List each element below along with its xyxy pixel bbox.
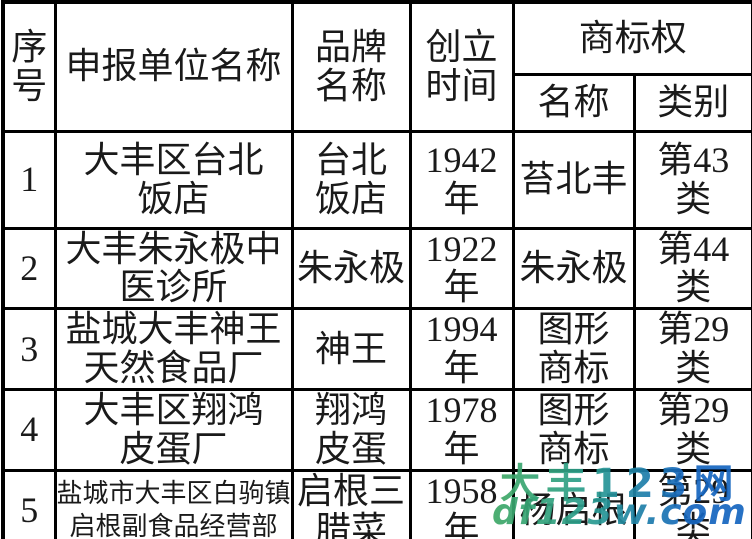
cell-trademark-name: 杨启根 (511, 468, 636, 539)
cell-company: 盐城大丰神王 天然食品厂 (53, 307, 294, 391)
cell-serial: 1 (1, 129, 57, 230)
cell-brand: 神王 (290, 307, 412, 391)
cell-trademark-name: 图形 商标 (511, 307, 636, 391)
table-row: 1 大丰区台北 饭店 台北 饭店 1942 年 苔北丰 第43 类 (1, 129, 752, 230)
cell-trademark-name: 朱永极 (511, 226, 636, 311)
header-trademark: 商标权 (511, 0, 752, 76)
cell-trademark-class: 第29 类 (632, 468, 752, 539)
header-founded: 创立 时间 (408, 0, 515, 133)
cell-founded: 1958 年 (408, 468, 515, 539)
cell-company: 大丰朱永极中 医诊所 (53, 226, 294, 311)
cell-trademark-class: 第29 类 (632, 307, 752, 391)
table-row: 5 盐城市大丰区白驹镇 启根副食品经营部 启根三 腊菜 1958 年 杨启根 第… (1, 468, 752, 539)
cell-serial: 5 (1, 468, 57, 539)
cell-company: 大丰区翔鸿 皮蛋厂 (53, 388, 294, 472)
cell-brand: 翔鸿 皮蛋 (290, 388, 412, 472)
cell-founded: 1994 年 (408, 307, 515, 391)
cell-serial: 3 (1, 307, 57, 391)
cell-trademark-class: 第43 类 (632, 129, 752, 230)
cell-company: 大丰区台北 饭店 (53, 129, 294, 230)
header-row-sub: 名称 类别 (3, 72, 752, 133)
cell-brand: 朱永极 (290, 226, 412, 311)
cell-company: 盐城市大丰区白驹镇 启根副食品经营部 (53, 468, 294, 539)
cell-trademark-name: 苔北丰 (511, 129, 636, 230)
cell-founded: 1978 年 (408, 388, 515, 472)
cell-brand: 启根三 腊菜 (290, 468, 412, 539)
cell-founded: 1922 年 (408, 226, 515, 311)
header-trademark-class: 类别 (632, 72, 752, 133)
table-row: 3 盐城大丰神王 天然食品厂 神王 1994 年 图形 商标 第29 类 (1, 307, 752, 391)
table-row: 2 大丰朱永极中 医诊所 朱永极 1922 年 朱永极 第44 类 (1, 226, 752, 311)
cell-founded: 1942 年 (408, 129, 515, 230)
header-brand: 品牌 名称 (290, 0, 412, 133)
header-company: 申报单位名称 (53, 0, 294, 133)
cell-serial: 2 (1, 226, 57, 311)
cell-serial: 4 (1, 388, 57, 472)
header-trademark-name: 名称 (511, 72, 636, 133)
cell-trademark-name: 图形 商标 (511, 388, 636, 472)
cell-trademark-class: 第44 类 (632, 226, 752, 311)
table-row: 4 大丰区翔鸿 皮蛋厂 翔鸿 皮蛋 1978 年 图形 商标 第29 类 (1, 388, 752, 472)
cell-brand: 台北 饭店 (290, 129, 412, 230)
header-serial: 序 号 (1, 0, 57, 133)
header-row-top: 序 号 申报单位名称 品牌 名称 创立 时间 商标权 (1, 0, 752, 133)
cell-trademark-class: 第29 类 (632, 388, 752, 472)
